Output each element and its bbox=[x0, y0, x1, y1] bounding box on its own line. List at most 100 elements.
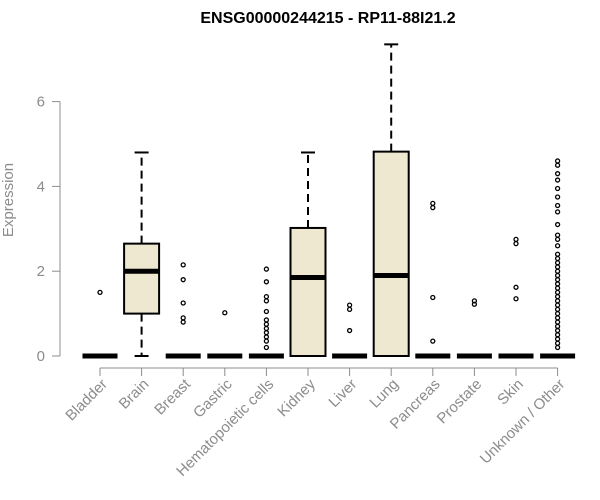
outlier-point bbox=[554, 268, 561, 274]
outlier-point bbox=[554, 332, 561, 338]
outlier-point bbox=[554, 344, 561, 351]
box-group bbox=[332, 302, 368, 359]
outlier-point bbox=[263, 321, 270, 327]
box-group bbox=[498, 236, 534, 359]
outlier-point bbox=[346, 302, 353, 308]
outlier-point bbox=[554, 158, 561, 164]
outlier-point bbox=[430, 200, 436, 207]
x-tick-label: Breast bbox=[151, 375, 194, 418]
outlier-point bbox=[346, 327, 353, 334]
outlier-point bbox=[554, 171, 561, 177]
outlier-point bbox=[97, 289, 103, 296]
box-group bbox=[207, 310, 243, 359]
outlier-point bbox=[554, 255, 561, 262]
outlier-point bbox=[263, 317, 270, 323]
outlier-point bbox=[554, 243, 561, 249]
outlier-point bbox=[263, 293, 270, 300]
outlier-point bbox=[263, 330, 270, 336]
outlier-point bbox=[554, 281, 561, 287]
box-group bbox=[248, 266, 284, 359]
x-tick-label: Kidney bbox=[274, 375, 319, 420]
outlier-point bbox=[554, 302, 561, 308]
x-tick-label: Liver bbox=[325, 376, 360, 411]
outlier-point bbox=[554, 202, 561, 209]
outlier-point bbox=[180, 277, 186, 283]
y-axis-label: Expression bbox=[0, 163, 17, 237]
outlier-point bbox=[554, 323, 561, 329]
outlier-point bbox=[513, 236, 519, 243]
outlier-point bbox=[554, 306, 561, 313]
x-tick-label: Brain bbox=[116, 376, 153, 413]
y-tick-label: 2 bbox=[37, 263, 45, 280]
outlier-point bbox=[263, 325, 270, 332]
outlier-point bbox=[513, 240, 519, 247]
box-group bbox=[82, 289, 118, 359]
outlier-point bbox=[554, 260, 561, 266]
outlier-point bbox=[180, 300, 186, 306]
outlier-point bbox=[554, 285, 561, 291]
outlier-point bbox=[554, 315, 561, 321]
outlier-point bbox=[513, 284, 519, 290]
outlier-point bbox=[554, 236, 561, 243]
boxes bbox=[82, 43, 576, 359]
y-tick-label: 6 bbox=[37, 94, 45, 111]
outlier-point bbox=[263, 334, 270, 340]
outlier-point bbox=[554, 264, 561, 270]
outlier-point bbox=[554, 319, 561, 325]
outlier-point bbox=[263, 298, 270, 304]
outlier-point bbox=[554, 251, 561, 257]
outlier-point bbox=[263, 266, 270, 272]
outlier-point bbox=[471, 298, 478, 304]
outlier-point bbox=[554, 289, 561, 296]
outlier-point bbox=[554, 277, 561, 283]
outlier-point bbox=[180, 315, 186, 321]
outlier-point bbox=[346, 306, 353, 313]
outlier-point bbox=[554, 232, 561, 238]
outlier-point bbox=[554, 327, 561, 334]
outlier-point bbox=[263, 338, 270, 344]
outlier-point bbox=[180, 262, 186, 268]
box-group bbox=[415, 200, 451, 359]
outlier-point bbox=[263, 344, 270, 351]
outlier-point bbox=[554, 177, 561, 183]
y-axis: 0 2 4 6 bbox=[37, 94, 61, 365]
x-tick-label: Lung bbox=[366, 376, 402, 412]
outlier-point bbox=[430, 338, 436, 344]
outlier-point bbox=[554, 185, 561, 192]
box-group bbox=[372, 43, 410, 357]
outlier-point bbox=[222, 310, 228, 316]
x-tick-label: Skin bbox=[494, 376, 527, 409]
outlier-point bbox=[263, 279, 270, 285]
chart-title: ENSG00000244215 - RP11-88I21.2 bbox=[200, 10, 455, 27]
outlier-point bbox=[554, 209, 561, 215]
x-tick-label: Prostate bbox=[434, 376, 486, 428]
box-group bbox=[165, 262, 201, 359]
outlier-point bbox=[554, 310, 561, 317]
y-tick-label: 4 bbox=[37, 178, 45, 195]
outlier-point bbox=[554, 194, 561, 200]
outlier-point bbox=[554, 162, 561, 168]
box-rect bbox=[289, 226, 327, 357]
x-tick-label: Bladder bbox=[62, 376, 111, 425]
outlier-point bbox=[513, 296, 519, 302]
box-rect bbox=[372, 150, 410, 357]
box-group bbox=[456, 298, 492, 359]
outlier-point bbox=[554, 221, 561, 228]
outlier-point bbox=[554, 293, 561, 300]
outlier-point bbox=[430, 294, 436, 301]
outlier-point bbox=[554, 272, 561, 279]
outlier-point bbox=[554, 336, 561, 342]
outlier-point bbox=[180, 319, 186, 325]
outlier-point bbox=[430, 204, 436, 211]
box-rect bbox=[123, 242, 161, 315]
box-group bbox=[123, 151, 161, 357]
box-group bbox=[289, 151, 327, 357]
outlier-point bbox=[554, 340, 561, 346]
box-group bbox=[540, 158, 576, 359]
y-tick-label: 0 bbox=[37, 348, 45, 365]
outlier-point bbox=[554, 298, 561, 304]
outlier-point bbox=[263, 308, 270, 315]
